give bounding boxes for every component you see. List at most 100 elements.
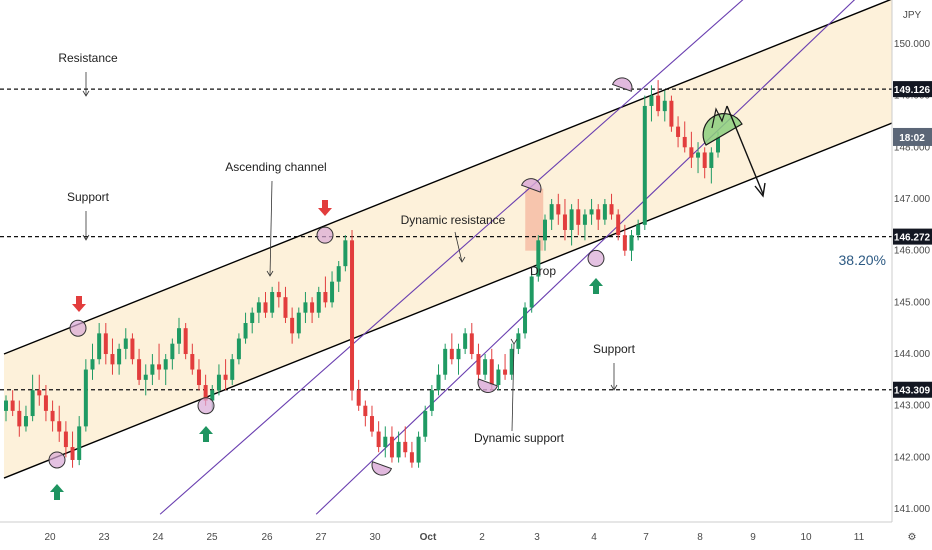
candle-body	[476, 354, 481, 375]
candle-body	[30, 390, 35, 417]
candle-body	[177, 328, 182, 344]
candle-body	[529, 276, 534, 308]
channel-lower-line	[3, 120, 897, 479]
candle-body	[483, 359, 488, 375]
green-up-arrow	[589, 278, 603, 294]
candle-body	[569, 209, 574, 230]
touch-circle	[316, 226, 334, 244]
annotation-label: Drop	[530, 264, 556, 278]
candle-body	[37, 390, 42, 396]
candle-body	[469, 333, 474, 355]
drop-zone	[525, 188, 544, 251]
y-tick-label: 141.000	[894, 504, 931, 515]
candle-body	[330, 281, 335, 303]
candle-body	[43, 395, 48, 411]
candle-body	[496, 369, 501, 386]
candle-body	[576, 209, 581, 225]
channel-upper-line	[3, 0, 892, 355]
candle-body	[236, 338, 241, 360]
candle-body	[649, 95, 654, 106]
annotation-label: Support	[593, 342, 636, 356]
annotation-label: Ascending channel	[225, 160, 326, 174]
candle-body	[609, 204, 614, 215]
price-level-tag-label: 149.126	[894, 85, 931, 96]
candle-body	[383, 436, 388, 448]
candle-body	[429, 390, 434, 411]
candle-body	[409, 452, 414, 463]
candle-body	[110, 354, 115, 365]
candle-body	[117, 348, 122, 365]
candle-body	[310, 302, 315, 313]
candle-body	[416, 436, 421, 463]
candle-body	[542, 219, 547, 241]
candle-body	[589, 209, 594, 215]
candle-body	[23, 416, 28, 427]
green-up-arrow	[199, 426, 213, 442]
annotation-label: Dynamic support	[474, 431, 565, 445]
candle-body	[137, 359, 142, 380]
y-tick-label: 148.000	[894, 142, 931, 153]
candle-body	[157, 364, 162, 370]
candle-body	[196, 369, 201, 386]
candle-body	[656, 95, 661, 112]
candle-body	[669, 100, 674, 127]
annotation-label: Support	[67, 190, 110, 204]
candle-body	[103, 333, 108, 355]
candle-body	[509, 348, 514, 375]
settings-icon[interactable]: ⚙	[908, 532, 917, 543]
currency-label: JPY	[903, 10, 922, 21]
annotation-pointer-head	[82, 90, 90, 97]
candle-body	[689, 147, 694, 158]
x-tick-label: 9	[750, 532, 756, 543]
x-tick-label: 3	[534, 532, 540, 543]
touch-half-circle	[611, 77, 633, 92]
x-tick-label: 23	[98, 532, 110, 543]
candle-body	[616, 214, 621, 236]
x-tick-label: 20	[44, 532, 56, 543]
annotation-pointer-head	[82, 234, 90, 241]
x-tick-label: 2	[479, 532, 485, 543]
current-time-tag	[893, 127, 932, 146]
candle-body	[250, 312, 255, 324]
candle-body	[336, 266, 341, 282]
candle-body	[716, 136, 720, 153]
red-down-arrow	[72, 296, 86, 312]
candle-body	[403, 441, 408, 453]
candle-body	[523, 307, 528, 334]
candle-body	[276, 292, 281, 298]
candle-body	[376, 431, 381, 448]
time-axis-panel	[0, 522, 932, 550]
annotation-pointer-head	[266, 270, 274, 277]
x-tick-label: 8	[697, 532, 703, 543]
candle-body	[203, 385, 208, 401]
candle-body	[83, 369, 88, 427]
annotation-label: Resistance	[58, 51, 118, 65]
candle-body	[629, 235, 634, 251]
y-tick-label: 145.000	[894, 297, 931, 308]
annotation-pointer	[269, 180, 273, 277]
x-tick-label: Oct	[420, 532, 437, 543]
candle-body	[230, 359, 235, 380]
candle-body	[369, 416, 374, 432]
annotation-pointer-head	[610, 384, 618, 391]
fib-level-label: 38.20%	[839, 252, 886, 268]
candle-body	[503, 369, 508, 375]
candle-body	[602, 204, 607, 220]
projection-path	[711, 105, 728, 129]
x-tick-label: 27	[315, 532, 327, 543]
candle-body	[50, 410, 55, 422]
candle-body	[10, 400, 15, 411]
x-tick-label: 4	[591, 532, 597, 543]
candle-body	[70, 447, 75, 460]
candle-body	[696, 152, 701, 158]
candle-body	[389, 436, 394, 458]
candle-body	[596, 209, 601, 220]
candle-body	[456, 348, 461, 360]
touch-half-circle	[477, 378, 499, 393]
annotation-pointer-head	[510, 338, 518, 345]
candle-body	[363, 405, 368, 417]
x-tick-label: 7	[643, 532, 649, 543]
candle-body	[682, 136, 687, 148]
